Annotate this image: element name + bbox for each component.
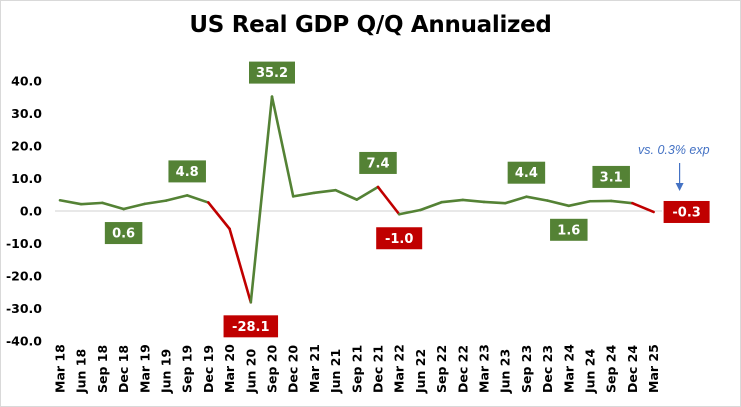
x-tick-label: Dec 18 xyxy=(116,345,131,393)
y-tick-label: 40.0 xyxy=(11,74,42,89)
line-segment xyxy=(249,95,274,304)
x-tick-label: Mar 21 xyxy=(307,344,322,393)
data-label-box xyxy=(223,315,279,338)
line-segment xyxy=(313,188,337,195)
annotation-arrow-head xyxy=(675,183,684,191)
line-segment xyxy=(461,198,486,204)
x-tick-label: Jun 22 xyxy=(413,349,428,394)
data-label-box xyxy=(663,200,710,223)
line-segment xyxy=(101,201,125,211)
x-tick-label: Dec 22 xyxy=(455,345,470,393)
data-label: 7.4 xyxy=(366,156,389,171)
y-tick-label: -10.0 xyxy=(6,236,42,251)
data-label-box xyxy=(550,218,588,241)
x-tick-label: Jun 24 xyxy=(583,349,598,394)
x-tick-label: Mar 20 xyxy=(222,344,237,393)
data-label: 4.4 xyxy=(515,166,538,181)
line-segment xyxy=(291,191,316,198)
line-segment xyxy=(164,194,189,202)
line-segment xyxy=(503,195,528,205)
y-tick-label: -20.0 xyxy=(6,269,42,284)
x-tick-label: Jun 23 xyxy=(498,349,513,394)
data-label: -28.1 xyxy=(232,320,269,335)
x-tick-label: Dec 21 xyxy=(371,345,386,393)
line-segment xyxy=(376,185,401,216)
line-segment xyxy=(143,199,168,206)
data-label-box xyxy=(376,227,423,250)
x-tick-label: Dec 23 xyxy=(540,345,555,393)
line-segment xyxy=(355,185,380,201)
data-label-box xyxy=(507,161,546,184)
y-tick-label: -30.0 xyxy=(6,301,42,316)
y-tick-label: 0.0 xyxy=(20,204,42,219)
data-label-box xyxy=(592,165,630,188)
x-tick-label: Sep 18 xyxy=(95,345,110,393)
data-label: 3.1 xyxy=(600,170,623,185)
y-tick-label: 20.0 xyxy=(11,139,42,154)
line-segment xyxy=(122,202,147,211)
x-tick-label: Sep 24 xyxy=(604,345,619,393)
x-tick-label: Sep 22 xyxy=(434,345,449,393)
y-tick-label: 30.0 xyxy=(11,106,42,121)
data-label-box xyxy=(249,61,295,84)
data-label: -0.3 xyxy=(672,205,700,220)
x-tick-label: Jun 21 xyxy=(328,349,343,394)
data-label: 35.2 xyxy=(256,66,288,81)
chart-title: US Real GDP Q/Q Annualized xyxy=(189,12,552,38)
x-tick-label: Sep 20 xyxy=(265,345,280,393)
line-segment xyxy=(567,199,592,208)
x-tick-label: Mar 19 xyxy=(137,344,152,393)
x-tick-label: Mar 22 xyxy=(392,344,407,393)
line-segment xyxy=(58,198,83,206)
data-label: 1.6 xyxy=(557,223,580,238)
line-segment xyxy=(419,200,443,212)
x-tick-label: Dec 24 xyxy=(625,345,640,393)
x-tick-label: Sep 19 xyxy=(180,345,195,393)
line-segment xyxy=(334,188,359,201)
x-tick-label: Jun 19 xyxy=(159,349,174,394)
line-segment xyxy=(546,199,571,208)
annotation-text: vs. 0.3% exp xyxy=(638,143,710,157)
line-segment xyxy=(482,200,507,205)
line-segment xyxy=(525,195,549,202)
line-segment xyxy=(609,199,634,205)
x-tick-label: Mar 25 xyxy=(646,344,661,393)
y-tick-label: 10.0 xyxy=(11,171,42,186)
x-tick-label: Jun 18 xyxy=(74,349,89,394)
data-label-box xyxy=(104,222,143,245)
x-tick-label: Dec 20 xyxy=(286,345,301,393)
line-segment xyxy=(207,201,231,231)
line-segment xyxy=(440,198,465,204)
y-tick-label: -40.0 xyxy=(6,334,42,349)
line-segment xyxy=(79,201,104,206)
data-label-box xyxy=(168,160,206,183)
x-tick-label: Jun 20 xyxy=(243,349,258,394)
data-label: 0.6 xyxy=(112,227,135,242)
line-segment xyxy=(397,208,422,216)
x-tick-label: Mar 24 xyxy=(561,344,576,393)
data-label: -1.0 xyxy=(385,232,413,247)
line-segment xyxy=(228,227,253,304)
x-tick-label: Mar 23 xyxy=(477,344,492,393)
x-tick-label: Dec 19 xyxy=(201,345,216,393)
x-tick-label: Sep 21 xyxy=(349,345,364,393)
line-segment xyxy=(270,95,295,198)
line-segment xyxy=(631,201,655,214)
line-segment xyxy=(185,194,210,204)
x-tick-label: Mar 18 xyxy=(53,344,68,393)
data-label: 4.8 xyxy=(176,165,199,180)
x-tick-label: Sep 23 xyxy=(519,345,534,393)
data-label-box xyxy=(359,151,397,174)
